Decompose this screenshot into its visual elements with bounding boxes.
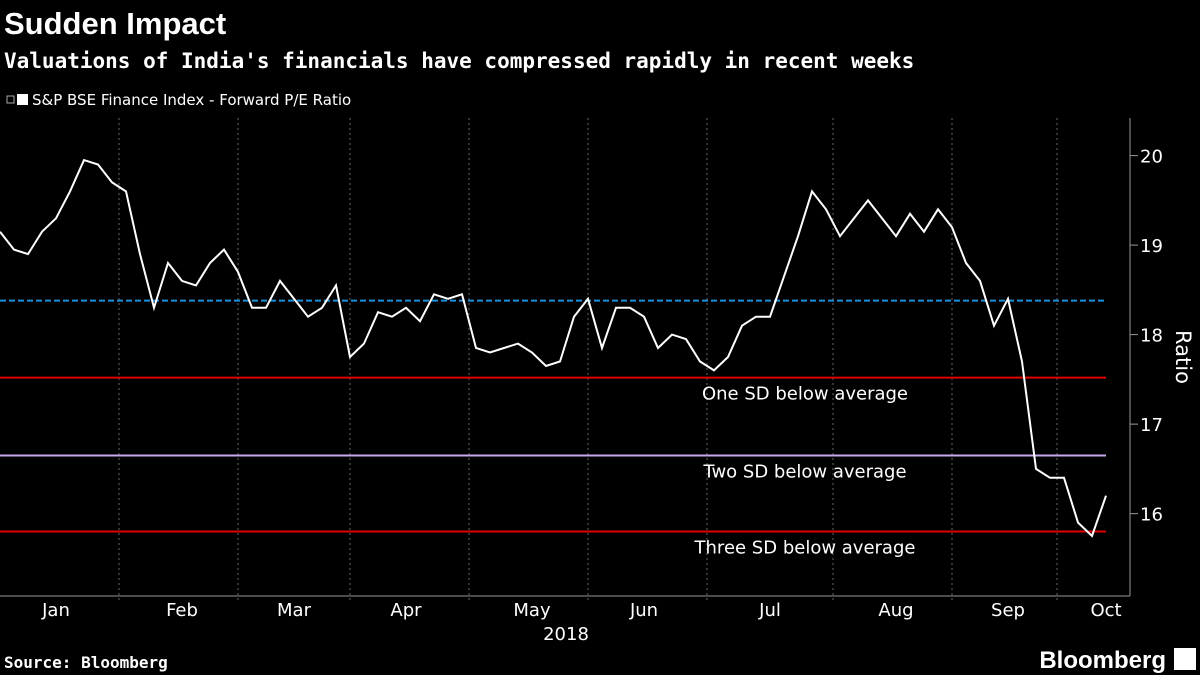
chart-subtitle: Valuations of India's financials have co… (4, 49, 914, 73)
x-tick-label: Aug (878, 600, 913, 621)
x-tick-label: Feb (166, 600, 198, 621)
y-tick-label: 20 (1140, 147, 1163, 168)
y-axis-label: Ratio (1171, 330, 1195, 384)
reference-label: Three SD below average (694, 538, 916, 559)
x-axis-label: 2018 (543, 624, 589, 645)
x-tick-label: Mar (277, 600, 312, 621)
x-tick-label: Jul (758, 600, 781, 621)
y-tick-label: 16 (1140, 505, 1163, 526)
source: Source: Bloomberg (4, 653, 168, 672)
chart-title: Sudden Impact (4, 6, 226, 41)
brand-icon (1174, 648, 1196, 670)
legend-label: S&P BSE Finance Index - Forward P/E Rati… (32, 91, 351, 109)
x-tick-label: Jan (41, 600, 70, 621)
x-tick-label: May (513, 600, 551, 621)
legend-swatch (17, 94, 28, 105)
brand: Bloomberg (1039, 647, 1166, 674)
y-tick-label: 17 (1140, 415, 1163, 436)
x-tick-label: Sep (991, 600, 1025, 621)
reference-label: One SD below average (702, 384, 908, 405)
y-tick-label: 19 (1140, 236, 1163, 257)
x-tick-label: Jun (629, 600, 658, 621)
x-tick-label: Apr (390, 600, 422, 621)
y-tick-label: 18 (1140, 326, 1163, 347)
legend-icon (6, 95, 15, 104)
x-tick-label: Oct (1090, 600, 1121, 621)
series-line (0, 158, 1107, 538)
reference-label: Two SD below average (702, 461, 906, 482)
